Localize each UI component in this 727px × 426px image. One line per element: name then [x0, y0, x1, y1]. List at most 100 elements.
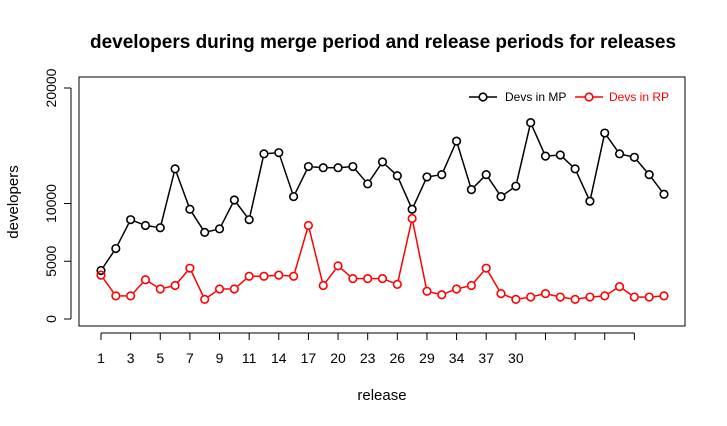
data-point: [466, 185, 476, 195]
series-line-segment: [579, 297, 586, 300]
legend-entry: Devs in RP: [575, 90, 669, 104]
x-tick-label: 34: [449, 350, 465, 366]
x-axis: 1 3 5 7 9 11 14 17 20 23 26 29 34 37 30: [97, 332, 635, 366]
data-point: [422, 286, 432, 296]
series-line-segment: [117, 223, 130, 245]
series-line-segment: [412, 222, 427, 288]
data-point: [555, 292, 565, 302]
data-point: [363, 273, 373, 284]
chart-title: developers during merge period and relea…: [90, 32, 676, 53]
data-point: [644, 170, 654, 180]
series-line-segment: [445, 289, 453, 294]
data-point: [481, 170, 491, 180]
data-point: [600, 291, 610, 301]
x-tick-label: 5: [156, 350, 164, 366]
data-point: [377, 273, 388, 284]
data-point: [659, 291, 669, 301]
legend-marker: [478, 92, 488, 102]
data-point: [614, 149, 625, 159]
series-line-segment: [369, 165, 381, 181]
legend-label: Devs in MP: [505, 90, 566, 104]
data-point: [526, 118, 536, 128]
data-point: [259, 271, 269, 281]
data-point: [96, 265, 106, 276]
data-point: [600, 128, 610, 138]
series-line-segment: [160, 173, 175, 224]
series-line-segment: [294, 170, 308, 193]
series-line-segment: [236, 203, 248, 217]
x-tick-label: 23: [360, 350, 376, 366]
series-line-segment: [325, 269, 336, 283]
series-line-segment: [237, 278, 247, 287]
data-point: [585, 196, 595, 206]
data-point: [437, 290, 447, 300]
data-point: [348, 161, 358, 172]
series-line-segment: [474, 177, 484, 187]
series-line-segment: [397, 222, 412, 281]
series-line-segment: [279, 156, 293, 193]
series-line-segment: [355, 169, 366, 181]
data-point: [437, 170, 447, 180]
series-line-segment: [149, 225, 156, 228]
data-point: [318, 163, 328, 173]
legend: Devs in MP Devs in RP: [469, 90, 669, 104]
x-tick-label: 11: [242, 350, 257, 366]
y-tick-label: 0: [43, 315, 59, 323]
y-axis: 0 5000 10000 20000: [43, 68, 72, 323]
data-point: [629, 292, 639, 302]
data-point: [407, 213, 417, 224]
series-line-segment: [102, 251, 114, 268]
series-line-segment: [473, 271, 484, 283]
series-line-segment: [651, 177, 662, 192]
data-point: [392, 279, 402, 289]
data-point: [407, 204, 417, 214]
data-point: [170, 164, 180, 174]
y-axis-label: developers: [5, 165, 22, 238]
series-line-segment: [516, 126, 531, 182]
plot-frame: [78, 76, 686, 327]
data-point: [333, 261, 343, 271]
series-line-segment: [487, 271, 500, 291]
data-point: [244, 271, 254, 281]
data-point: [540, 151, 551, 161]
data-point: [111, 291, 121, 301]
series-line-segment: [148, 281, 157, 288]
data-point: [585, 292, 595, 302]
legend-marker: [584, 92, 594, 102]
data-point: [348, 273, 358, 284]
data-point: [214, 224, 225, 234]
x-tick-label: 29: [419, 350, 435, 366]
data-point: [229, 284, 239, 294]
data-point: [126, 291, 136, 301]
series-line-segment: [431, 174, 438, 177]
data-point: [126, 215, 136, 225]
series-line-segment: [520, 297, 527, 300]
series-line-segment: [431, 291, 438, 295]
series-line-segment: [576, 172, 589, 198]
series-devs-in-mp: [96, 118, 669, 276]
x-axis-label: release: [357, 387, 406, 404]
data-point: [303, 161, 314, 172]
legend-label: Devs in RP: [609, 90, 669, 104]
data-point: [274, 270, 284, 280]
x-tick-label: 1: [97, 350, 105, 366]
series-line-segment: [133, 282, 143, 294]
series-line-segment: [622, 288, 632, 296]
x-tick-label: 30: [508, 350, 524, 366]
data-point: [274, 148, 284, 158]
x-tick-label: 37: [478, 350, 494, 366]
series-line-segment: [164, 285, 171, 289]
data-point: [229, 195, 239, 205]
series-line-segment: [606, 136, 618, 151]
data-point: [481, 263, 491, 273]
data-point: [140, 275, 151, 285]
series-line-segment: [608, 288, 617, 295]
series-line-segment: [134, 220, 142, 225]
data-point: [244, 215, 254, 225]
x-tick-label: 9: [216, 350, 224, 366]
series-line-segment: [413, 180, 426, 206]
data-point: [259, 149, 269, 159]
data-point: [214, 284, 225, 294]
data-point: [363, 179, 373, 189]
data-point: [96, 270, 106, 280]
